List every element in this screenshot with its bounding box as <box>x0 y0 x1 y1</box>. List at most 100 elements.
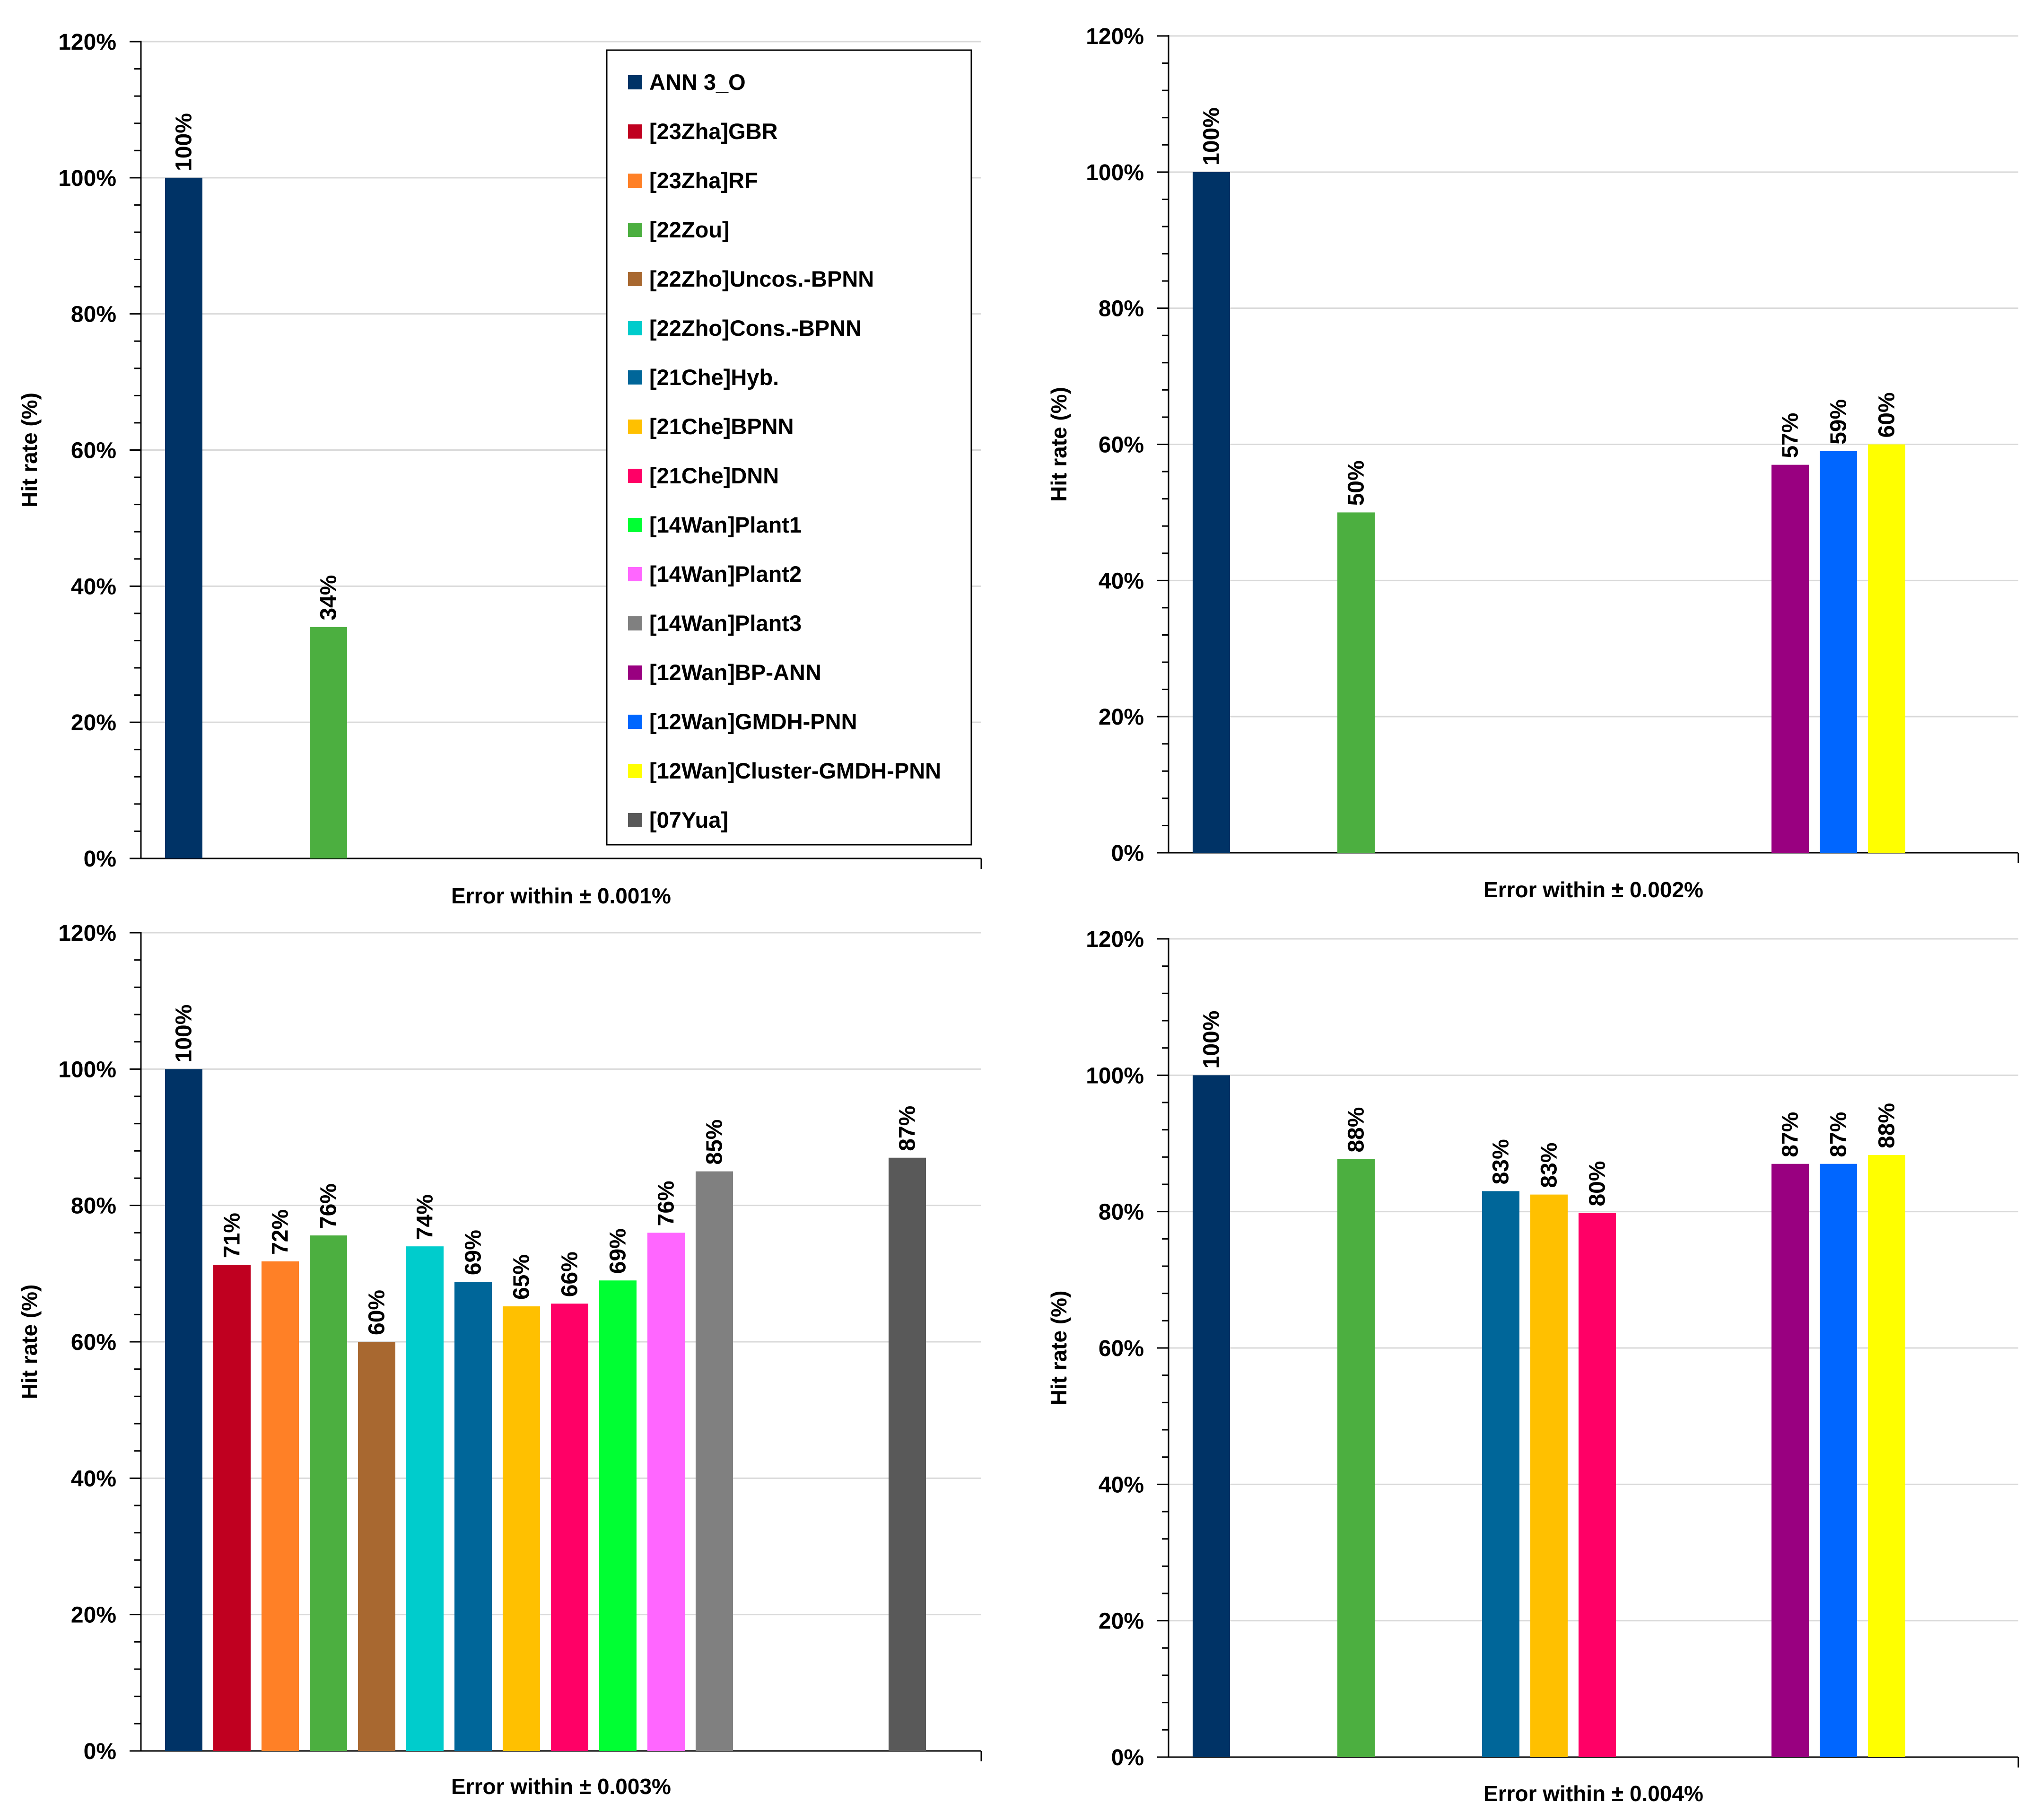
legend-swatch <box>628 174 642 188</box>
bar--21che-hyb- <box>454 1282 492 1751</box>
legend-swatch <box>628 370 642 385</box>
y-tick-label: 120% <box>1086 927 1144 952</box>
data-label: 69% <box>606 1228 631 1274</box>
x-axis-title: Error within ± 0.003% <box>451 1774 671 1799</box>
bar--21che-dnn <box>551 1304 588 1751</box>
y-tick-label: 20% <box>71 710 116 735</box>
legend-label: [22Zho]Cons.-BPNN <box>649 315 862 341</box>
y-tick-label: 100% <box>58 166 116 191</box>
legend-swatch <box>628 420 642 434</box>
data-label: 72% <box>268 1209 293 1255</box>
data-label: 74% <box>413 1194 438 1240</box>
data-label: 50% <box>1344 460 1369 506</box>
legend-swatch <box>628 567 642 581</box>
y-tick-label: 40% <box>71 574 116 599</box>
legend-item: [12Wan]GMDH-PNN <box>628 709 857 734</box>
bar--12wan-gmdh-pnn <box>1820 451 1857 853</box>
bar--14wan-plant1 <box>599 1280 637 1751</box>
y-tick-label: 40% <box>1099 1472 1144 1497</box>
bar--21che-bpnn <box>1530 1194 1568 1757</box>
bar--22zou- <box>1337 512 1375 853</box>
y-tick-label: 20% <box>1099 705 1144 730</box>
legend-swatch <box>628 616 642 630</box>
legend-label: [14Wan]Plant3 <box>649 611 802 636</box>
chart-panel-1: 0% 20% 40% 60% 80% 100% 120% 100% 34% Hit rate (%… <box>17 30 982 908</box>
data-label: 69% <box>461 1230 486 1275</box>
data-label: 66% <box>558 1251 583 1297</box>
bar--22zou- <box>1337 1159 1375 1757</box>
y-tick-label: 100% <box>1086 1063 1144 1088</box>
legend-item: [22Zou] <box>628 217 730 242</box>
data-label: 100% <box>1199 1011 1224 1069</box>
y-tick-label: 60% <box>1099 1336 1144 1361</box>
legend-label: [14Wan]Plant1 <box>649 512 802 537</box>
data-label: 88% <box>1875 1103 1900 1148</box>
bar--12wan-cluster-gmdh-pnn <box>1868 444 1905 853</box>
legend-swatch <box>628 764 642 778</box>
legend-item: [21Che]Hyb. <box>628 365 779 390</box>
bar-ann-3-o <box>165 177 202 858</box>
y-tick-label: 80% <box>1099 1200 1144 1225</box>
legend-label: ANN 3_O <box>649 70 746 95</box>
data-label: 87% <box>895 1106 920 1151</box>
legend-swatch <box>628 518 642 532</box>
y-tick-label: 80% <box>1099 297 1144 322</box>
bar--21che-bpnn <box>503 1306 540 1751</box>
data-label: 87% <box>1826 1112 1851 1157</box>
data-label: 71% <box>220 1213 245 1258</box>
data-label: 57% <box>1778 413 1803 458</box>
bar-ann-3-o <box>1193 172 1230 853</box>
legend-item: [21Che]BPNN <box>628 414 794 439</box>
y-tick-label: 80% <box>71 1194 116 1219</box>
legend-item: [23Zha]RF <box>628 168 758 193</box>
legend-label: [12Wan]GMDH-PNN <box>649 709 857 734</box>
legend-swatch <box>628 469 642 483</box>
legend-label: [21Che]DNN <box>649 463 779 488</box>
y-tick-label: 40% <box>1099 569 1144 594</box>
data-label: 76% <box>316 1183 341 1229</box>
legend-swatch <box>628 321 642 335</box>
chart-panel-3: 0% 20% 40% 60% 80% 100% 120% 100% 71% 72% 76% 60% 74… <box>17 921 982 1799</box>
y-tick-label: 0% <box>84 1739 116 1764</box>
legend-label: [12Wan]BP-ANN <box>649 660 821 685</box>
y-tick-label: 120% <box>58 30 116 55</box>
bar--07yua- <box>889 1157 926 1751</box>
data-label: 76% <box>654 1181 679 1226</box>
data-label: 65% <box>509 1254 534 1300</box>
legend-item: [14Wan]Plant1 <box>628 512 802 537</box>
legend-item: [22Zho]Uncos.-BPNN <box>628 266 874 291</box>
y-tick-label: 80% <box>71 302 116 327</box>
data-label: 100% <box>172 1005 197 1063</box>
y-tick-label: 0% <box>1111 1745 1144 1770</box>
bar--22zou- <box>310 627 347 858</box>
legend-item: ANN 3_O <box>628 70 746 95</box>
y-tick-label: 20% <box>71 1603 116 1628</box>
y-axis-title: Hit rate (%) <box>17 1285 42 1400</box>
y-axis-title: Hit rate (%) <box>1047 1291 1071 1406</box>
data-label: 83% <box>1489 1139 1514 1184</box>
chart-panel-2: 0% 20% 40% 60% 80% 100% 120% 100% 50% 57% 59% 60% Hi… <box>1047 24 2019 902</box>
legend-item: [14Wan]Plant3 <box>628 611 802 636</box>
bar--23zha-rf <box>262 1261 299 1751</box>
bar-ann-3-o <box>1193 1075 1230 1757</box>
legend-swatch <box>628 813 642 827</box>
bar--22zho-uncos-bpnn <box>358 1342 395 1751</box>
data-label: 59% <box>1826 399 1851 445</box>
bar--12wan-bp-ann <box>1771 464 1809 853</box>
bar--21che-dnn <box>1579 1213 1616 1757</box>
legend-swatch <box>628 715 642 729</box>
y-tick-label: 0% <box>1111 841 1144 866</box>
y-tick-label: 0% <box>84 847 116 872</box>
legend-item: [23Zha]GBR <box>628 119 778 144</box>
legend-item: [22Zho]Cons.-BPNN <box>628 315 862 341</box>
legend-label: [12Wan]Cluster-GMDH-PNN <box>649 758 941 783</box>
data-label: 85% <box>702 1120 727 1165</box>
bar--14wan-plant3 <box>696 1171 733 1751</box>
x-axis-title: Error within ± 0.001% <box>451 884 671 908</box>
y-tick-label: 100% <box>1086 160 1144 185</box>
legend: ANN 3_O [23Zha]GBR [23Zha]RF [22Zou] [22Zho]… <box>606 49 972 846</box>
bar--21che-hyb- <box>1482 1191 1519 1757</box>
x-axis-title: Error within ± 0.004% <box>1483 1781 1703 1806</box>
legend-item: [12Wan]BP-ANN <box>628 660 821 685</box>
